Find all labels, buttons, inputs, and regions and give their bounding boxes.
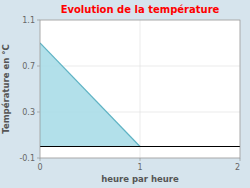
tick-label-y: 0.3 bbox=[22, 108, 35, 117]
chart-container: -0.1 0.3 0.7 1.1 0 1 2 Evolution de la températ… bbox=[0, 0, 250, 188]
chart-svg: -0.1 0.3 0.7 1.1 0 1 2 Evolution de la températ… bbox=[0, 0, 250, 188]
tick-y bbox=[37, 20, 40, 21]
area-line bbox=[40, 43, 140, 147]
tick-label-y: 0.7 bbox=[22, 62, 35, 71]
x-axis-label: heure par heure bbox=[101, 174, 179, 184]
tick-y bbox=[37, 66, 40, 67]
tick-y bbox=[37, 112, 40, 113]
tick-label-y: -0.1 bbox=[19, 154, 35, 163]
tick-y bbox=[37, 158, 40, 159]
tick-label-x: 1 bbox=[137, 163, 142, 172]
plot-background bbox=[40, 20, 240, 158]
tick-label-x: 2 bbox=[235, 163, 240, 172]
area bbox=[40, 43, 140, 147]
y-axis-label: Température en °C bbox=[1, 44, 11, 133]
grid-line-x bbox=[140, 20, 141, 158]
title: Evolution de la température bbox=[61, 4, 220, 15]
tick-x bbox=[40, 158, 41, 161]
tick-label-y: 1.1 bbox=[22, 16, 35, 25]
tick-x bbox=[140, 158, 141, 161]
plot-frame bbox=[40, 20, 240, 158]
tick-label-x: 0 bbox=[37, 163, 42, 172]
tick-x bbox=[240, 158, 241, 161]
baseline bbox=[40, 146, 240, 147]
plot-area bbox=[40, 43, 240, 147]
